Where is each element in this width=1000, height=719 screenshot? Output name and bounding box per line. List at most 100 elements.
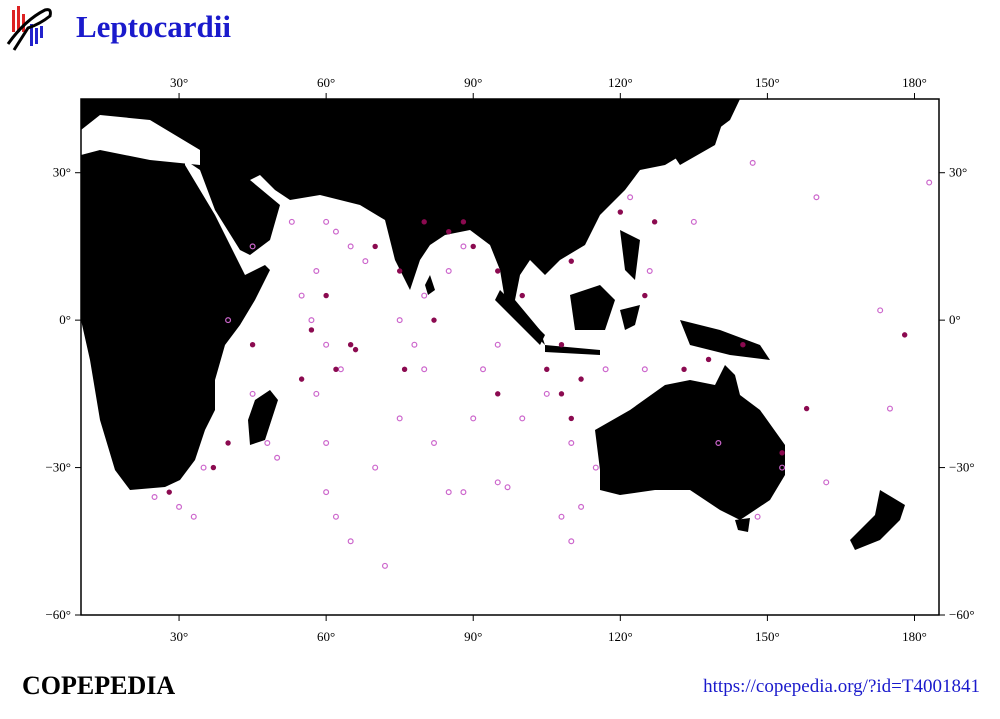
occurrence-point: [715, 440, 722, 447]
occurrence-point: [568, 258, 574, 264]
occurrence-point: [431, 317, 437, 323]
occurrence-point: [823, 479, 830, 486]
occurrences: [151, 159, 933, 569]
map-frame: [80, 98, 940, 616]
x-tick-label: 120°: [608, 629, 633, 644]
occurrence-point: [558, 513, 565, 520]
occurrence-point: [396, 415, 403, 422]
occurrence-point: [646, 268, 653, 275]
occurrence-point: [813, 194, 820, 201]
occurrence-point: [568, 415, 574, 422]
occurrence-point: [225, 440, 231, 446]
occurrence-point: [460, 243, 467, 250]
occurrence-point: [470, 243, 476, 250]
occurrence-point: [372, 243, 378, 250]
occurrence-point: [401, 366, 408, 372]
occurrence-point: [602, 366, 609, 373]
occurrence-point: [264, 440, 271, 447]
y-tick-label: −60°: [949, 607, 975, 622]
title: Leptocardii: [76, 9, 231, 44]
occurrence-point: [470, 415, 477, 422]
occurrence-point: [176, 503, 183, 510]
occurrence-point: [288, 218, 295, 225]
x-tick-label: 180°: [902, 629, 927, 644]
y-tick-label: 30°: [53, 165, 71, 180]
occurrence-point: [323, 489, 330, 496]
occurrence-point: [519, 292, 525, 299]
x-tick-label: 150°: [755, 629, 780, 644]
occurrence-point: [421, 366, 428, 373]
y-tick-label: 30°: [949, 165, 967, 180]
occurrence-point: [641, 366, 648, 373]
occurrence-point: [495, 268, 501, 274]
occurrence-point: [494, 341, 501, 348]
occurrence-point: [323, 218, 330, 225]
occurrence-point: [411, 341, 418, 348]
occurrence-point: [749, 159, 756, 166]
y-tick-label: −60°: [45, 607, 71, 622]
occurrence-point: [421, 219, 427, 225]
occurrence-point: [372, 464, 379, 471]
occurrence-point: [151, 494, 158, 501]
occurrence-point: [396, 317, 403, 324]
occurrence-point: [333, 366, 339, 372]
land: [81, 99, 905, 550]
occurrence-point: [249, 342, 256, 348]
occurrence-point: [690, 218, 697, 225]
x-tick-label: 30°: [170, 629, 188, 644]
occurrence-point: [460, 219, 467, 225]
x-tick-label: 90°: [464, 629, 482, 644]
occurrence-point: [494, 479, 501, 486]
y-tick-label: 0°: [59, 312, 71, 327]
occurrence-point: [249, 390, 256, 397]
occurrence-point: [627, 194, 634, 201]
occurrence-point: [558, 342, 565, 348]
occurrence-point: [446, 228, 452, 235]
occurrence-point: [274, 454, 281, 461]
occurrence-point: [740, 342, 746, 348]
occurrence-point: [578, 503, 585, 510]
occurrence-point: [445, 268, 452, 275]
occurrence-point: [421, 292, 428, 299]
occurrence-point: [568, 440, 575, 447]
occurrence-point: [495, 391, 501, 397]
occurrence-point: [886, 405, 893, 412]
occurrence-point: [544, 366, 550, 372]
occurrence-point: [249, 243, 256, 250]
occurrence-point: [381, 562, 388, 569]
x-tick-label: 180°: [902, 75, 927, 90]
occurrence-point: [877, 307, 884, 314]
occurrence-point: [298, 292, 305, 299]
occurrence-point: [323, 440, 330, 447]
y-tick-label: 0°: [949, 312, 961, 327]
occurrence-point: [480, 366, 487, 373]
occurrence-point: [642, 292, 648, 299]
occurrence-point: [352, 346, 359, 353]
occurrence-point: [754, 513, 761, 520]
occurrence-point: [313, 390, 320, 397]
occurrence-point: [298, 376, 305, 382]
occurrence-point: [396, 268, 403, 274]
footer-url: https://copepedia.org/?id=T4001841: [703, 676, 980, 697]
occurrence-point: [901, 332, 908, 338]
occurrence-point: [308, 317, 315, 324]
occurrence-point: [347, 538, 354, 545]
y-tick-label: −30°: [45, 460, 71, 475]
occurrence-point: [337, 366, 344, 373]
x-tick-label: 30°: [170, 75, 188, 90]
occurrence-point: [779, 464, 786, 471]
x-tick-label: 60°: [317, 75, 335, 90]
x-tick-label: 150°: [755, 75, 780, 90]
occurrence-point: [460, 489, 467, 496]
occurrence-point: [803, 405, 810, 412]
occurrence-point: [332, 513, 339, 520]
axes: 30° 30° 60° 60° 90° 90° 120° 120° 150° 150° 180° 18…: [45, 75, 974, 644]
occurrence-point: [313, 268, 320, 275]
occurrence-point: [519, 415, 526, 422]
occurrence-point: [617, 209, 624, 215]
occurrence-point: [568, 538, 575, 545]
occurrence-point: [347, 243, 354, 250]
occurrence-point: [225, 317, 232, 324]
